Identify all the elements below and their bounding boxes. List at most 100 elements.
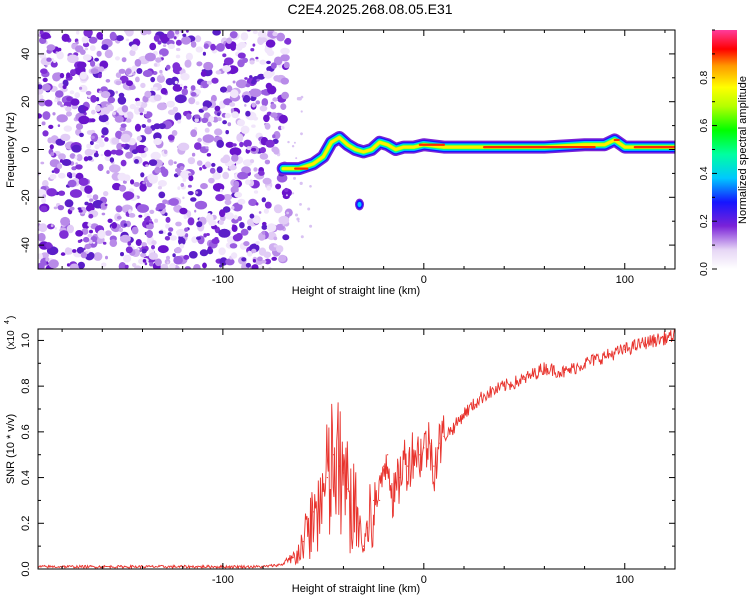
noise-blob bbox=[194, 35, 202, 43]
noise-blob bbox=[281, 91, 289, 100]
noise-blob bbox=[115, 90, 118, 94]
noise-blob bbox=[220, 86, 227, 93]
noise-blob bbox=[278, 114, 288, 124]
noise-blob bbox=[146, 215, 151, 221]
noise-blob bbox=[48, 124, 54, 129]
noise-blob bbox=[214, 105, 221, 112]
noise-blob bbox=[100, 91, 111, 99]
noise-blob bbox=[132, 72, 136, 76]
noise-blob bbox=[140, 252, 147, 258]
noise-blob bbox=[56, 114, 68, 123]
noise-blob bbox=[170, 76, 179, 86]
noise-blob bbox=[195, 191, 199, 194]
noise-blob bbox=[199, 249, 209, 257]
noise-blob bbox=[60, 133, 71, 142]
noise-blob bbox=[266, 60, 271, 65]
noise-blob bbox=[107, 218, 113, 223]
noise-blob bbox=[239, 222, 245, 229]
noise-blob bbox=[237, 41, 247, 49]
noise-blob bbox=[172, 84, 183, 92]
snr-point bbox=[302, 540, 304, 543]
noise-blob bbox=[276, 32, 285, 42]
noise-blob bbox=[252, 215, 261, 224]
noise-blob bbox=[82, 221, 90, 230]
noise-blob bbox=[116, 142, 123, 151]
noise-blob bbox=[226, 85, 233, 93]
noise-blob bbox=[182, 178, 187, 182]
noise-blob bbox=[273, 244, 278, 248]
noise-blob bbox=[248, 198, 258, 206]
noise-blob bbox=[96, 32, 103, 40]
noise-blob bbox=[83, 42, 90, 48]
noise-blob bbox=[266, 223, 277, 233]
spectrogram-x-tick-label: 0 bbox=[421, 274, 427, 286]
noise-blob bbox=[237, 119, 245, 127]
noise-blob bbox=[287, 140, 290, 144]
noise-blob bbox=[140, 152, 147, 158]
noise-blob bbox=[250, 80, 256, 85]
noise-blob bbox=[118, 227, 124, 233]
noise-blob bbox=[210, 43, 216, 51]
noise-blob bbox=[67, 54, 79, 64]
noise-blob bbox=[295, 157, 298, 160]
noise-blob bbox=[277, 247, 281, 251]
spectrogram-x-label: Height of straight line (km) bbox=[292, 285, 420, 297]
noise-blob bbox=[245, 179, 251, 185]
noise-blob bbox=[146, 30, 152, 35]
noise-blob bbox=[84, 148, 94, 156]
noise-blob bbox=[227, 122, 232, 127]
noise-blob bbox=[86, 194, 93, 199]
noise-blob bbox=[68, 175, 73, 179]
noise-blob bbox=[240, 125, 250, 134]
noise-blob bbox=[71, 172, 77, 177]
noise-blob bbox=[69, 263, 79, 269]
noise-blob bbox=[42, 130, 49, 137]
snr-point bbox=[644, 342, 646, 344]
chart-title: C2E4.2025.268.08.05.E31 bbox=[287, 1, 452, 17]
noise-blob bbox=[105, 121, 110, 126]
snr-point bbox=[379, 499, 381, 502]
noise-blob bbox=[89, 140, 94, 146]
noise-blob bbox=[140, 82, 146, 89]
noise-blob bbox=[259, 37, 268, 43]
noise-blob bbox=[196, 236, 201, 240]
snr-point bbox=[358, 522, 361, 524]
noise-blob bbox=[244, 104, 247, 107]
noise-blob bbox=[202, 134, 215, 143]
noise-blob bbox=[125, 151, 133, 159]
noise-blob bbox=[252, 258, 256, 263]
noise-blob bbox=[143, 110, 147, 115]
noise-blob bbox=[255, 202, 259, 206]
noise-blob bbox=[77, 261, 86, 269]
noise-blob bbox=[166, 100, 175, 108]
snr-y-tick-label: 0.4 bbox=[20, 470, 32, 485]
colorbar-tick-label: 0.8 bbox=[699, 70, 710, 84]
noise-blob bbox=[231, 218, 239, 224]
noise-blob bbox=[133, 106, 141, 115]
noise-blob bbox=[211, 238, 220, 245]
noise-blob bbox=[272, 134, 276, 139]
snr-frame bbox=[37, 328, 676, 570]
noise-blob bbox=[167, 232, 172, 237]
noise-blob bbox=[184, 227, 189, 232]
noise-blob bbox=[165, 64, 171, 70]
noise-blob bbox=[50, 224, 54, 228]
noise-blob bbox=[38, 84, 43, 90]
noise-blob bbox=[42, 83, 51, 91]
noise-blob bbox=[268, 266, 272, 269]
noise-blob bbox=[89, 229, 93, 234]
noise-blob bbox=[117, 96, 127, 105]
snr-y-tick-label: 0.8 bbox=[20, 378, 32, 393]
noise-blob bbox=[282, 234, 290, 241]
colorbar-gradient bbox=[712, 30, 737, 269]
noise-blob bbox=[259, 105, 268, 112]
noise-blob bbox=[186, 113, 192, 120]
noise-blob bbox=[205, 146, 209, 150]
noise-blob bbox=[300, 95, 304, 99]
noise-blob bbox=[120, 133, 131, 143]
noise-blob bbox=[52, 72, 61, 82]
snr-point bbox=[383, 465, 385, 467]
noise-blob bbox=[59, 72, 65, 79]
noise-blob bbox=[38, 98, 46, 107]
noise-blob bbox=[214, 128, 223, 136]
